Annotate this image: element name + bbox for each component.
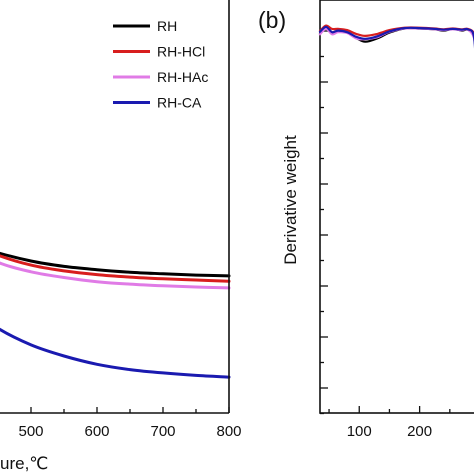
panel-b-frame <box>319 0 474 414</box>
panel-b: (b) 100 200 Derivative weight <box>258 0 474 440</box>
legend-label: RH-HAc <box>157 69 208 85</box>
panel-b-series-line <box>318 26 474 43</box>
panel-b-x-ticks: 100 200 <box>328 406 451 440</box>
panel-a-x-tick-label: 700 <box>150 423 175 440</box>
panel-b-series-line <box>318 25 474 49</box>
panel-a: 500 600 700 800 ure,℃ RH RH-HCl RH-HAc RH-CA <box>0 0 242 473</box>
panel-b-x-tick-label: 100 <box>347 423 372 440</box>
panel-a-x-ticks: 500 600 700 800 <box>18 407 242 440</box>
panel-b-series-line <box>318 27 474 45</box>
panel-a-plot-area <box>0 251 231 379</box>
panel-a-x-axis-label: ure,℃ <box>0 454 48 473</box>
panel-b-label: (b) <box>258 7 286 33</box>
panel-a-x-tick-label: 600 <box>84 423 109 440</box>
panel-b-y-axis-label: Derivative weight <box>281 135 300 265</box>
panel-a-legend: RH RH-HCl RH-HAc RH-CA <box>113 18 208 111</box>
panel-a-x-tick-label: 500 <box>18 423 43 440</box>
panel-a-series-line <box>0 254 231 283</box>
legend-label: RH-HCl <box>157 44 205 60</box>
panel-a-series-line <box>0 251 231 278</box>
panel-b-y-ticks <box>320 30 328 415</box>
panel-a-series-line <box>0 327 231 379</box>
panel-b-x-tick-label: 200 <box>407 423 432 440</box>
legend-label: RH-CA <box>157 95 202 111</box>
panel-b-series <box>318 24 474 49</box>
panel-a-x-tick-label: 800 <box>216 423 241 440</box>
panel-a-series-line <box>0 261 231 290</box>
legend-label: RH <box>157 18 177 34</box>
